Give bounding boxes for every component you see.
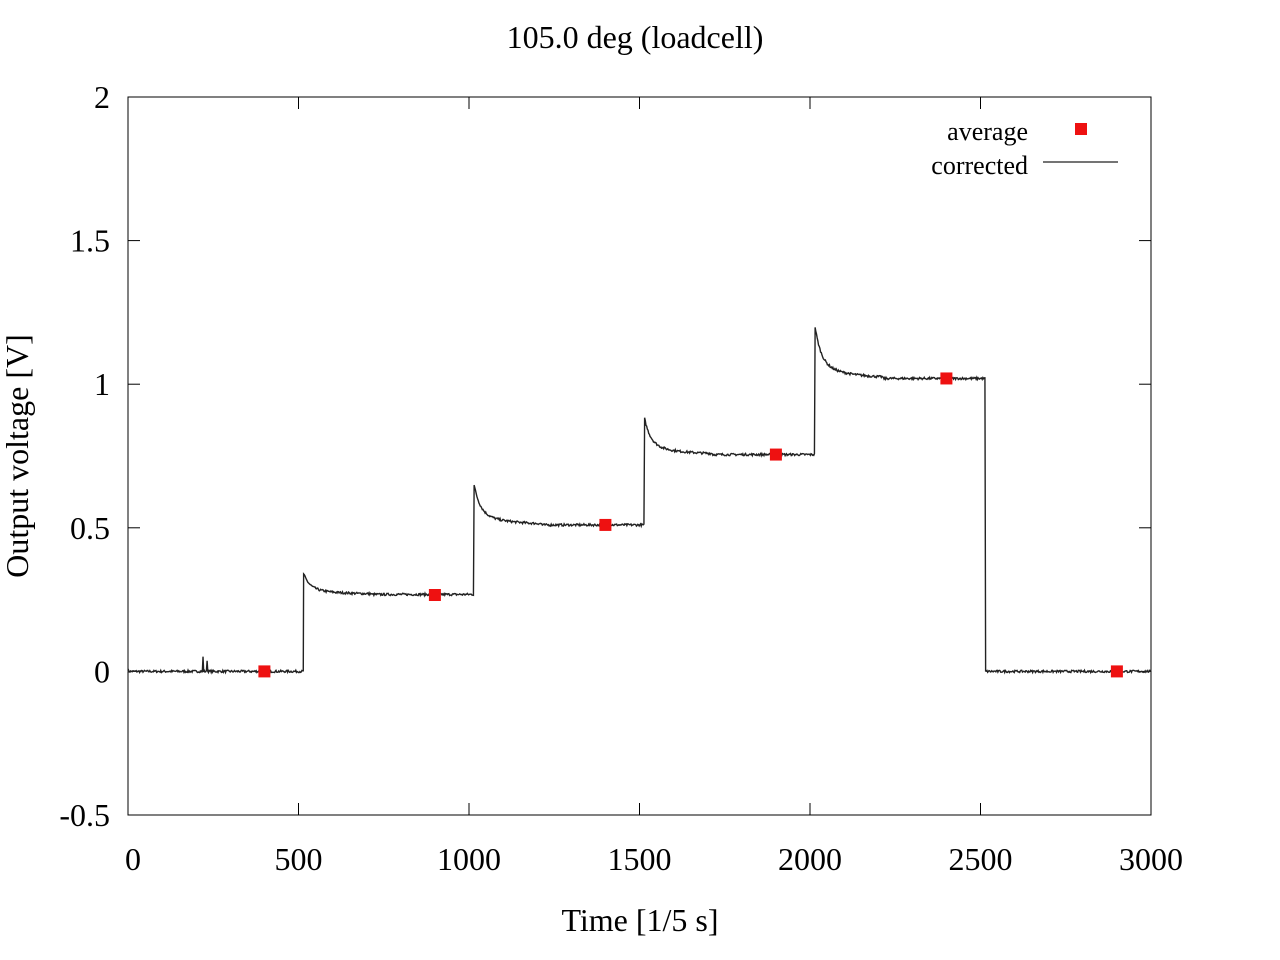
average-point [769, 448, 782, 461]
legend-label-average: average [947, 117, 1028, 146]
y-tick-label: -0.5 [59, 797, 110, 833]
average-point [1110, 665, 1123, 678]
average-point [940, 372, 953, 385]
average-point [428, 589, 441, 602]
legend: average corrected [931, 117, 1118, 180]
x-tick-label: 3000 [1119, 841, 1183, 877]
average-point [258, 665, 271, 678]
y-tick-label: 0.5 [70, 510, 110, 546]
x-axis-label: Time [1/5 s] [561, 902, 718, 938]
axis-ticks [127, 96, 1152, 816]
x-tick-label: 2000 [778, 841, 842, 877]
legend-label-corrected: corrected [931, 151, 1028, 180]
axis-tick-labels: 0 500 1000 1500 2000 2500 3000 -0.5 0 0.5 1 1.5 2 [59, 79, 1183, 877]
x-tick-label: 1000 [437, 841, 501, 877]
y-tick-label: 0 [94, 653, 110, 689]
x-tick-label: 0 [125, 841, 141, 877]
chart-title: 105.0 deg (loadcell) [507, 19, 764, 55]
x-tick-label: 1500 [608, 841, 672, 877]
y-tick-label: 2 [94, 79, 110, 115]
x-tick-label: 500 [275, 841, 323, 877]
series-corrected [127, 327, 1152, 675]
series-average [258, 372, 1123, 678]
plot-area-border [127, 96, 1152, 816]
y-tick-label: 1.5 [70, 223, 110, 259]
y-axis-label: Output voltage [V] [0, 334, 35, 578]
legend-marker-average [1075, 123, 1087, 135]
y-tick-label: 1 [94, 366, 110, 402]
x-tick-label: 2500 [949, 841, 1013, 877]
corrected-line [127, 327, 1152, 675]
average-point [599, 518, 612, 531]
